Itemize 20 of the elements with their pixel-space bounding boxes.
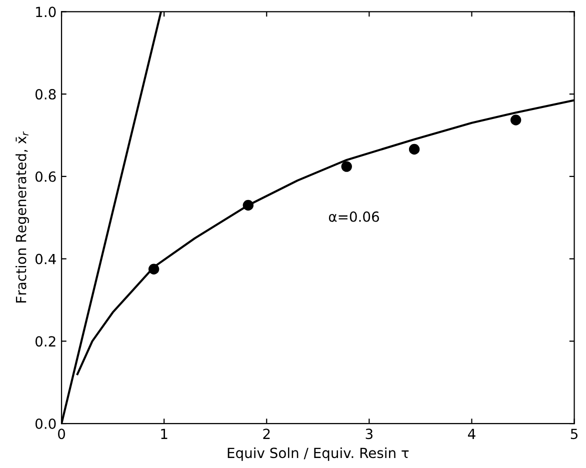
x-tick-label: 2 — [263, 428, 270, 439]
y-tick-label: 0.6 — [35, 171, 56, 182]
x-tick-label: 0 — [58, 428, 66, 440]
x-axis-title: Equiv Soln / Equiv. Resin τ — [228, 447, 409, 461]
x-tick-label: 3 — [366, 428, 372, 440]
y-axis-title: Fraction Regenerated, x̄$_{r}$ — [16, 131, 29, 302]
x-tick-label: 4 — [468, 428, 476, 439]
y-tick-label: 0.0 — [35, 418, 56, 430]
point — [510, 114, 522, 126]
point — [242, 200, 254, 211]
x-tick-label: 5 — [570, 428, 578, 440]
annotation: α=0.06 — [328, 211, 380, 222]
x-tick-label: 1 — [161, 428, 168, 439]
y-tick-label: 1.0 — [36, 6, 56, 18]
point — [341, 161, 352, 172]
y-tick-label: 0.2 — [35, 336, 56, 347]
y-tick-label: 0.8 — [35, 89, 56, 100]
point — [148, 264, 160, 274]
y-tick-label: 0.4 — [35, 254, 56, 264]
point — [408, 144, 420, 155]
